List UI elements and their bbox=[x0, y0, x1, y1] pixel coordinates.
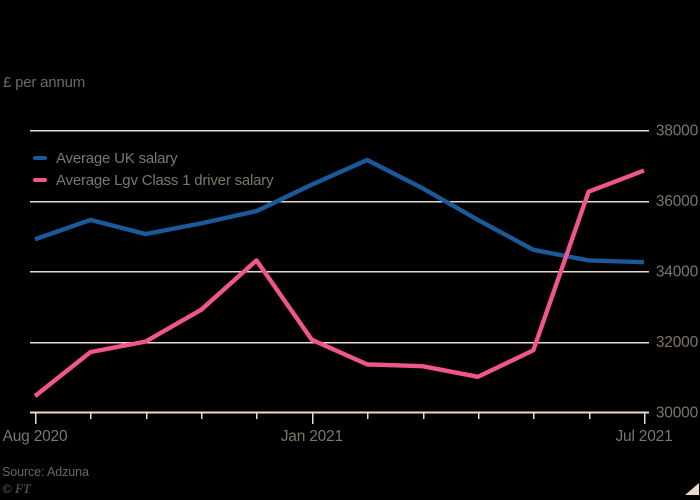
source-note: Source: Adzuna bbox=[2, 465, 89, 479]
series-line-average-lgv-class-1-driver-salary bbox=[33, 168, 645, 398]
corner-triangle-icon bbox=[685, 483, 699, 495]
legend-item-uk-salary: Average UK salary bbox=[33, 147, 273, 169]
series-line-average-uk-salary bbox=[34, 157, 645, 265]
legend-label-lgv-driver-salary: Average Lgv Class 1 driver salary bbox=[56, 171, 274, 189]
y-tick-label-30000: 30000 bbox=[656, 405, 699, 422]
y-tick-label-38000: 38000 bbox=[656, 123, 699, 140]
legend-swatch-uk-salary bbox=[33, 156, 47, 160]
x-axis-label-jul-2021: Jul 2021 bbox=[615, 428, 672, 445]
x-axis-label-aug-2020: Aug 2020 bbox=[3, 428, 68, 445]
legend: Average UK salary Average Lgv Class 1 dr… bbox=[33, 147, 274, 191]
x-axis-label-jan-2021: Jan 2021 bbox=[281, 428, 343, 445]
legend-swatch-lgv-driver-salary bbox=[33, 178, 47, 182]
y-tick-label-32000: 32000 bbox=[656, 334, 699, 351]
legend-label-uk-salary: Average UK salary bbox=[56, 149, 178, 167]
y-tick-label-36000: 36000 bbox=[656, 193, 699, 210]
ft-credit: © FT bbox=[2, 481, 31, 496]
legend-item-lgv-driver-salary: Average Lgv Class 1 driver salary bbox=[33, 169, 274, 191]
chart-subtitle: £ per annum bbox=[3, 74, 86, 91]
y-tick-label-34000: 34000 bbox=[656, 264, 699, 281]
